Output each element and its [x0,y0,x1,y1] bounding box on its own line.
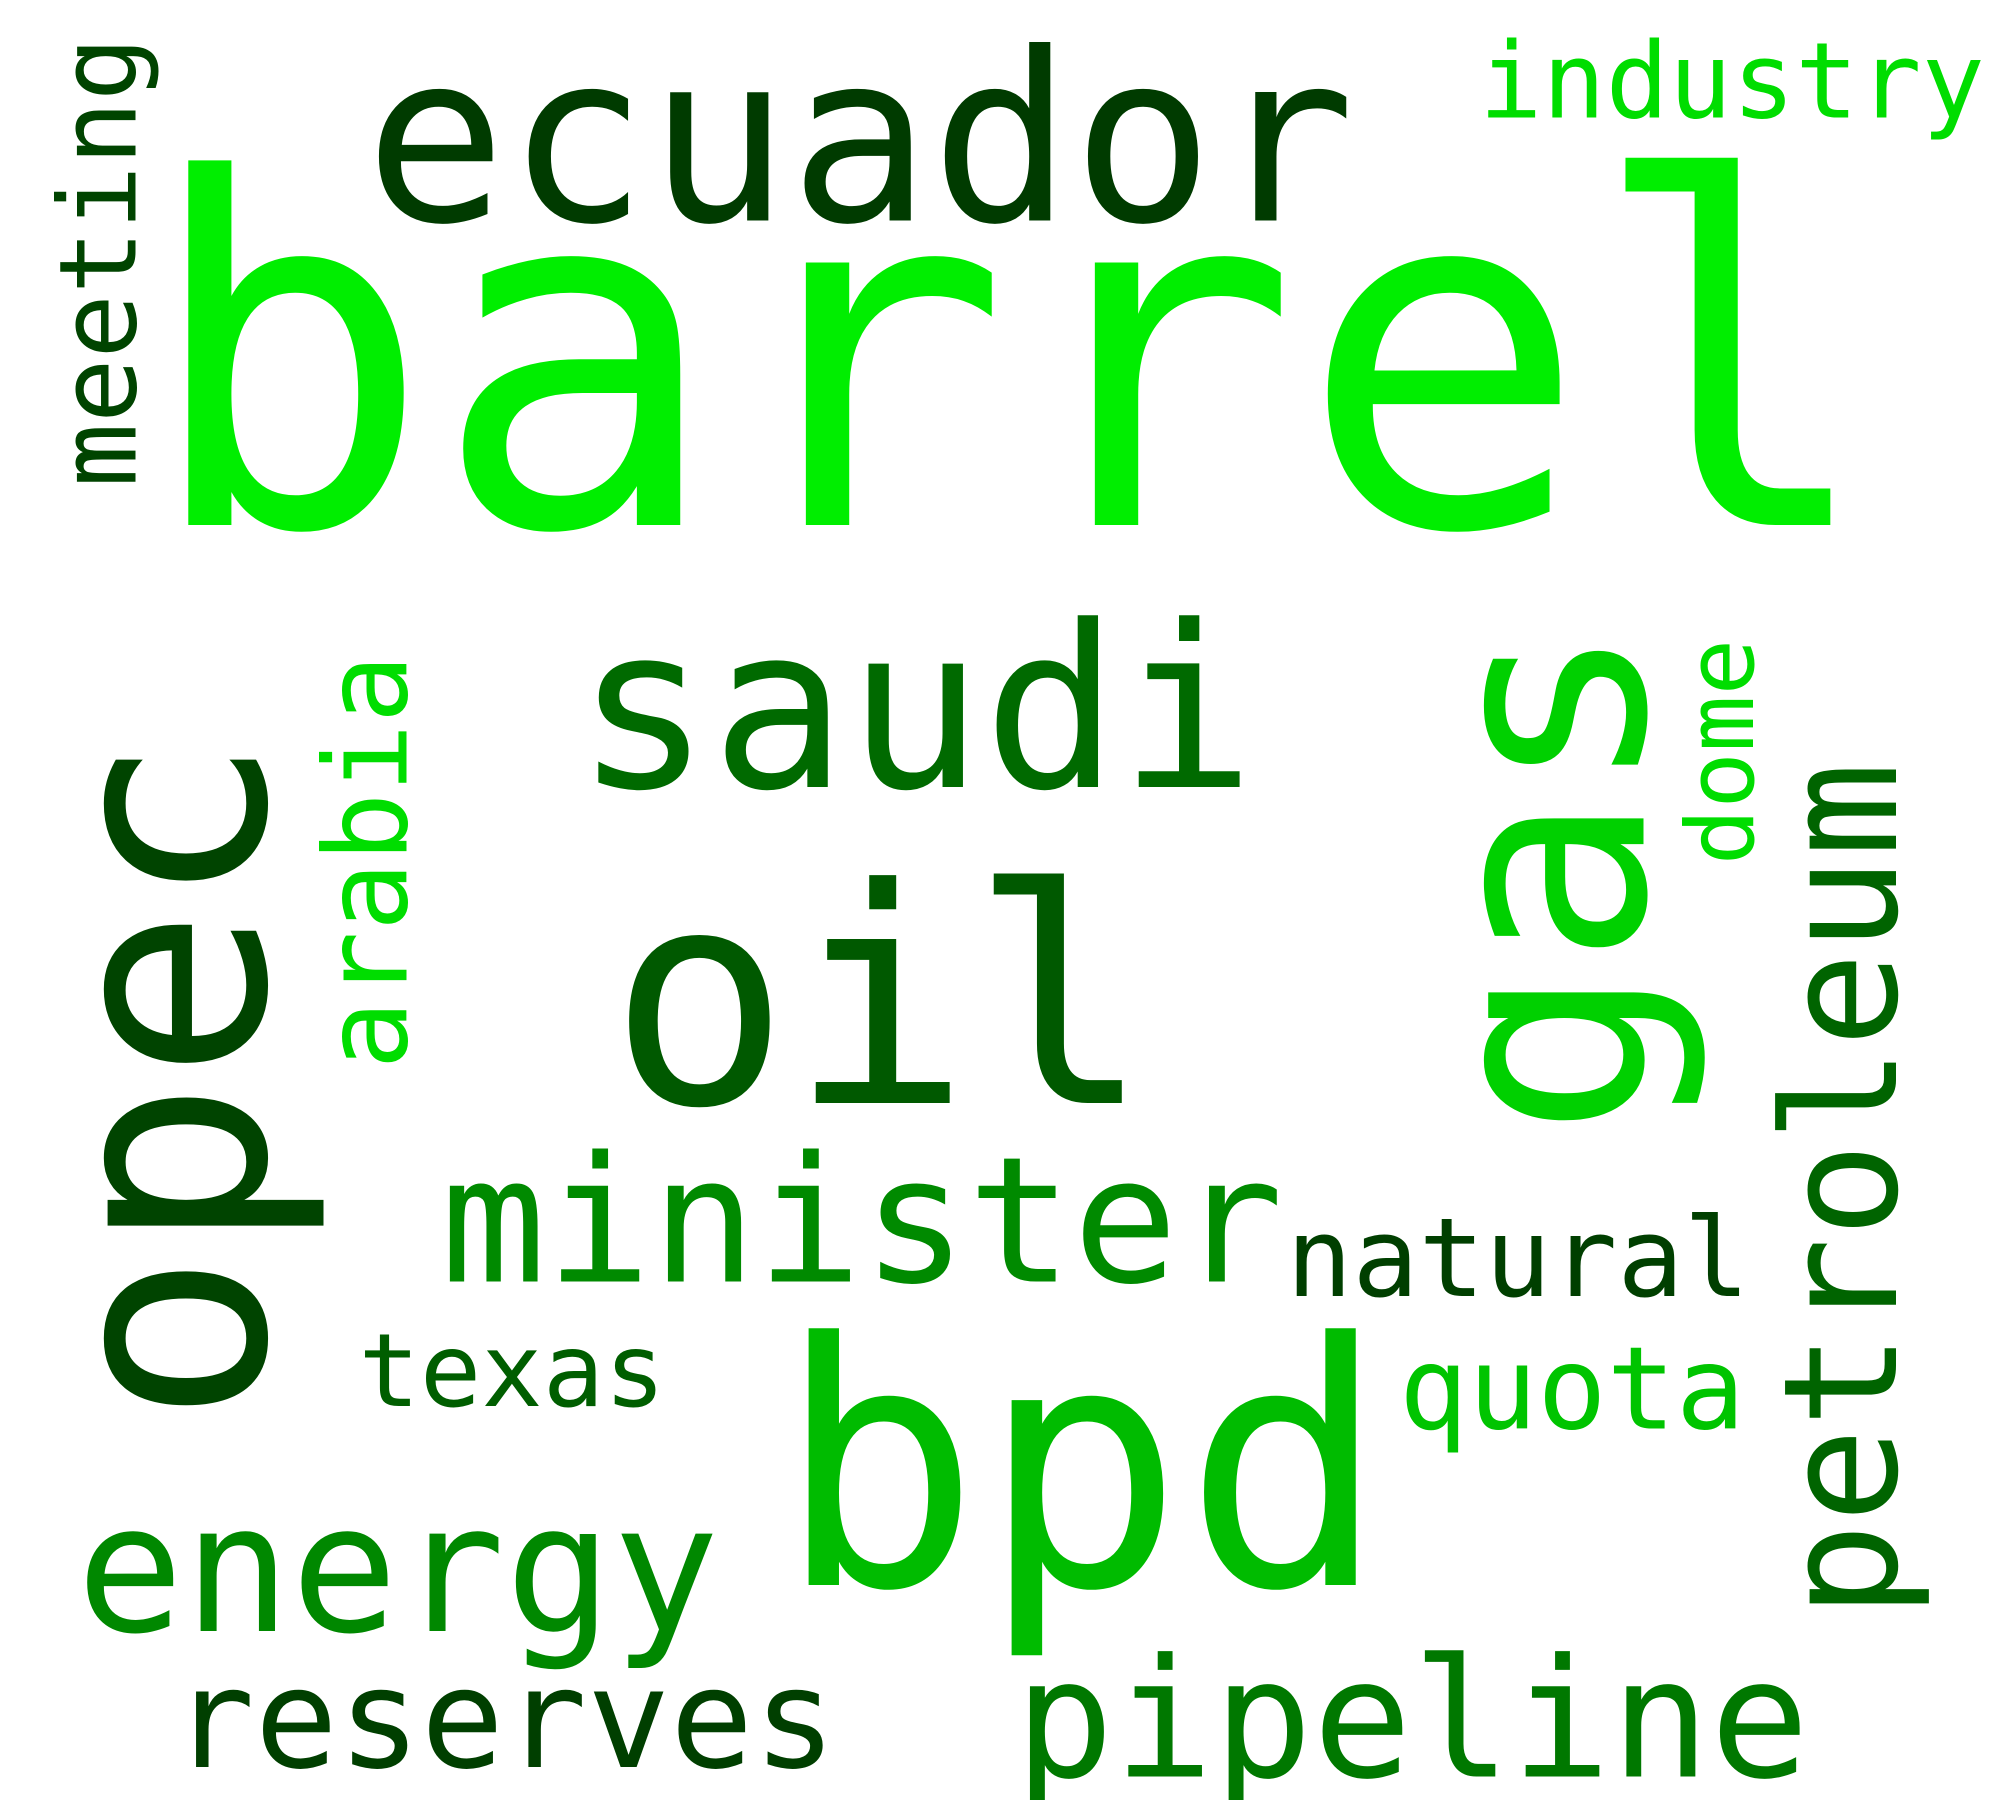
word-opec: opec [0,735,332,1425]
word-arabia: arabia [300,654,435,1070]
word-industry: industry [1479,20,1985,143]
word-energy: energy [76,1466,720,1673]
word-bpd: bpd [776,1271,1388,1665]
word-meeting: meeting [37,36,162,488]
word-quota: quota [1398,1322,1746,1457]
word-oil: oil [609,825,1151,1174]
word-reserves: reserves [171,1639,837,1800]
word-saudi: saudi [574,578,1256,841]
word-gas: gas [1379,622,1712,1138]
word-texas: texas [358,1312,666,1431]
word-minister: minister [440,1120,1284,1324]
word-natural: natural [1286,1194,1750,1322]
word-pipeline: pipeline [1014,1623,1810,1800]
word-ecuador: ecuador [364,3,1356,277]
word-petroleum: petroleum [1750,761,1934,1619]
word-barrel: barrel [143,80,1877,639]
